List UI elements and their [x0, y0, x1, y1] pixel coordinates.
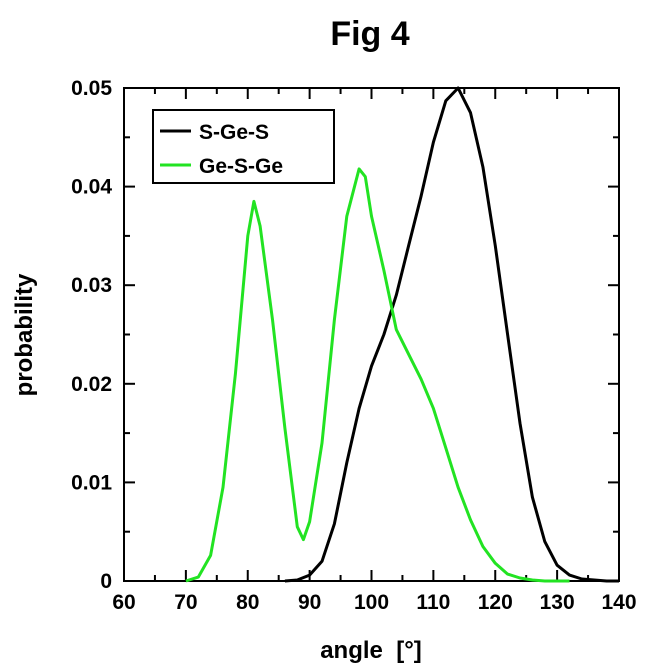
y-tick-label: 0.03 [71, 274, 112, 297]
x-tick-label: 130 [540, 591, 575, 614]
legend: S-Ge-S Ge-S-Ge [152, 109, 335, 184]
series-layer [185, 86, 619, 583]
axis-ticks: 60 70 80 90 100 110 120 130 140 0 0.01 0.02 0.03 0.04… [71, 77, 636, 614]
x-tick-label: 110 [416, 591, 450, 614]
series-line-s-ge-s [284, 86, 619, 583]
y-tick-label: 0.04 [71, 176, 112, 199]
y-tick-label: 0 [100, 570, 112, 593]
x-tick-label: 100 [354, 591, 389, 614]
series-line-ge-s-ge [185, 167, 570, 583]
legend-label-ge-s-ge: Ge-S-Ge [199, 155, 283, 178]
x-axis-label: angle [°] [320, 637, 422, 664]
y-tick-label: 0.05 [71, 77, 112, 100]
x-tick-label: 120 [478, 591, 513, 614]
chart-title: Fig 4 [330, 15, 409, 53]
y-tick-label: 0.01 [71, 471, 112, 494]
x-tick-label: 60 [112, 591, 135, 614]
x-tick-label: 90 [298, 591, 321, 614]
x-tick-label: 140 [601, 591, 636, 614]
y-tick-label: 0.02 [71, 373, 112, 396]
legend-box [152, 109, 335, 184]
x-tick-label: 80 [236, 591, 259, 614]
x-tick-label: 70 [174, 591, 197, 614]
y-axis-label: probability [11, 273, 38, 396]
legend-label-s-ge-s: S-Ge-S [199, 121, 269, 144]
